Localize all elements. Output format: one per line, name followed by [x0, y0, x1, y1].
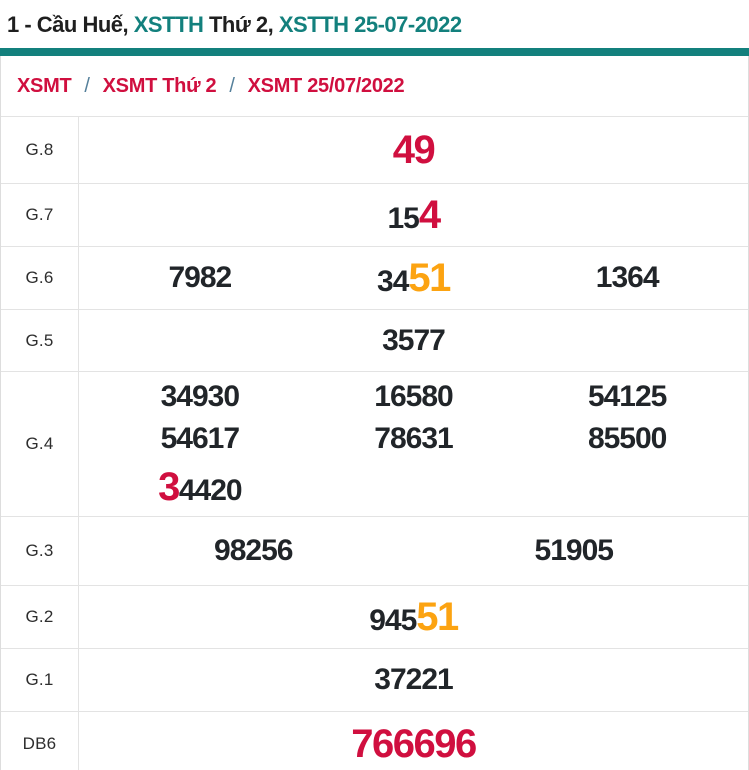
prize-label: G.1	[1, 649, 79, 711]
digit-part: 34930	[160, 379, 240, 413]
table-row: G.4 34930 16580 54125 54617 78631 85500 3 4420	[1, 372, 748, 517]
prize-values: 3577	[79, 310, 748, 371]
table-row: G.8 49	[1, 117, 748, 184]
prize-label: G.4	[1, 372, 79, 516]
digit-part: 54617	[160, 422, 240, 455]
prize-values: 49	[79, 117, 748, 183]
prize-number: 54125	[587, 379, 667, 413]
prize-number: 51905	[534, 534, 614, 568]
prize-label: G.6	[1, 247, 79, 309]
table-row: G.1 37221	[1, 649, 748, 712]
digit-part: 7982	[168, 261, 232, 295]
breadcrumb-item[interactable]: XSMT	[17, 74, 72, 97]
prize-label: G.7	[1, 184, 79, 246]
prize-values: 15 4	[79, 184, 748, 246]
prize-number: 34930	[160, 379, 240, 413]
prize-number: 85500	[587, 422, 667, 455]
digit-part: 1364	[595, 261, 660, 295]
prize-number: 766696	[351, 722, 477, 766]
prize-label: G.5	[1, 310, 79, 371]
results-panel: XSMT / XSMT Thứ 2 / XSMT 25/07/2022 G.8 49 G.7…	[0, 56, 749, 770]
breadcrumb: XSMT / XSMT Thứ 2 / XSMT 25/07/2022	[1, 56, 748, 117]
prize-label: DB6	[1, 712, 79, 770]
breadcrumb-separator: /	[229, 74, 235, 97]
prize-number: 78631	[374, 422, 453, 455]
prize-label: G.8	[1, 117, 79, 183]
title-segment[interactable]: XSTTH	[133, 12, 204, 37]
digit-part: 4420	[178, 473, 243, 507]
prize-values: 37221	[79, 649, 748, 711]
prize-number: 3 4420	[158, 466, 242, 508]
breadcrumb-item[interactable]: XSMT 25/07/2022	[247, 74, 405, 97]
prize-values: 945 51	[79, 586, 748, 648]
digit-part: 98256	[214, 534, 293, 568]
table-row: G.5 3577	[1, 310, 748, 372]
prize-number: 1364	[595, 261, 660, 295]
digit-part: 51905	[534, 534, 614, 568]
digit-part: 54125	[587, 379, 667, 413]
prize-values: 34930 16580 54125 54617 78631 85500 3 4420	[79, 372, 748, 516]
prize-number: 49	[392, 128, 436, 172]
prize-values: 766696	[79, 712, 748, 770]
prize-number: 15 4	[387, 193, 441, 237]
table-row: G.2 945 51	[1, 586, 748, 649]
prize-label: G.3	[1, 517, 79, 585]
prize-number: 16580	[374, 379, 453, 413]
prize-number: 37221	[374, 663, 453, 697]
teal-divider-bar	[0, 48, 749, 56]
digit-part: 15	[387, 202, 419, 235]
digit-part: 85500	[587, 422, 667, 455]
digit-part: 78631	[374, 422, 453, 455]
table-row: G.6 7982 34 51 1364	[1, 247, 748, 310]
results-table: G.8 49 G.7 15 4 G.6 7982 34 51 1364 G.5 3577 G.4 3493…	[1, 117, 748, 770]
digit-part: 766696	[351, 722, 477, 766]
title-segment: 1 - Cầu Huế,	[7, 12, 134, 37]
prize-number: 34 51	[377, 256, 451, 300]
digit-part: 945	[369, 604, 417, 637]
page-title: 1 - Cầu Huế, XSTTH Thứ 2, XSTTH 25-07-20…	[0, 0, 749, 48]
breadcrumb-item[interactable]: XSMT Thứ 2	[102, 74, 217, 97]
digit-part: 51	[408, 256, 451, 300]
prize-number: 54617	[160, 422, 240, 455]
digit-part: 3577	[382, 323, 446, 357]
digit-part: 3	[158, 464, 180, 509]
digit-part: 34	[377, 265, 409, 298]
table-row: DB6 766696	[1, 712, 748, 770]
digit-part: 16580	[374, 379, 453, 413]
digit-part: 4	[418, 193, 441, 237]
prize-values: 7982 34 51 1364	[79, 247, 748, 309]
prize-number: 945 51	[369, 595, 459, 639]
table-row: G.3 98256 51905	[1, 517, 748, 586]
table-row: G.7 15 4	[1, 184, 748, 247]
title-segment: Thứ 2,	[203, 12, 279, 37]
digit-part: 49	[392, 128, 436, 172]
breadcrumb-separator: /	[84, 74, 90, 97]
prize-number: 3577	[382, 323, 446, 357]
prize-number: 7982	[168, 261, 232, 295]
digit-part: 37221	[374, 663, 453, 697]
title-segment[interactable]: XSTTH 25-07-2022	[278, 12, 462, 37]
digit-part: 51	[416, 595, 459, 639]
prize-values: 98256 51905	[79, 517, 748, 585]
prize-number: 98256	[214, 534, 293, 568]
prize-label: G.2	[1, 586, 79, 648]
